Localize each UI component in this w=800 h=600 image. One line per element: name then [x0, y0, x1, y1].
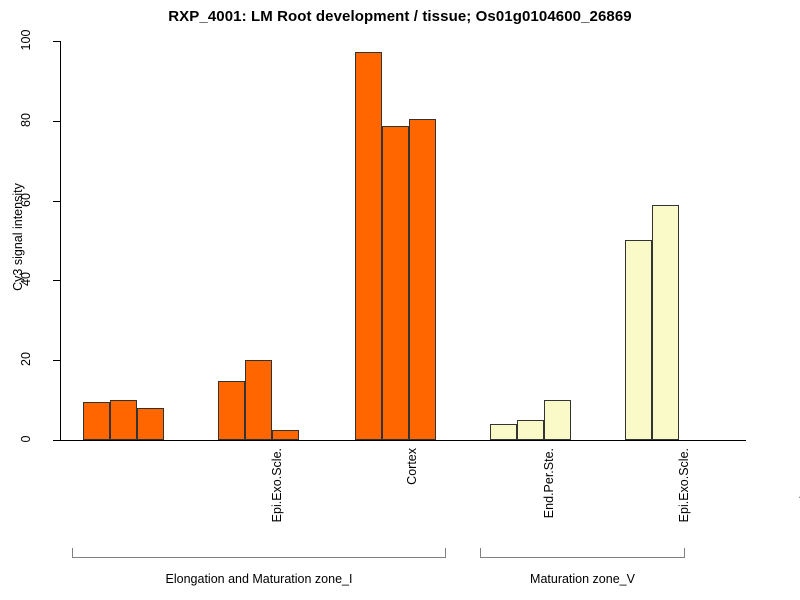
- category-label: Epi.Exo.Scle.: [676, 448, 691, 523]
- y-axis-tick: [53, 200, 60, 202]
- bar[interactable]: [245, 360, 272, 440]
- zone-label: Maturation zone_V: [530, 572, 635, 586]
- bar[interactable]: [625, 239, 652, 440]
- bar[interactable]: [490, 424, 517, 440]
- bar-slot: [218, 40, 245, 440]
- bar-slot: [652, 40, 679, 440]
- bar-slot: [517, 40, 544, 440]
- zone-bracket: [72, 548, 446, 558]
- bar[interactable]: [652, 205, 679, 440]
- y-axis-tick: [53, 360, 60, 362]
- bar-slot: [245, 40, 272, 440]
- zone-bracket: [480, 548, 685, 558]
- y-axis-tick: [53, 120, 60, 122]
- bar-slot: [490, 40, 517, 440]
- bar[interactable]: [517, 420, 544, 440]
- x-axis-line: [60, 440, 746, 441]
- bar[interactable]: [409, 119, 436, 440]
- bar-slot: [409, 40, 436, 440]
- bar[interactable]: [272, 430, 299, 440]
- bar-slot: [110, 40, 137, 440]
- zone-label: Elongation and Maturation zone_I: [165, 572, 353, 586]
- bar-slot: [544, 40, 571, 440]
- bar-slot: [355, 40, 382, 440]
- y-axis-line: [60, 41, 61, 441]
- bar[interactable]: [382, 126, 409, 440]
- category-label: Epi.Exo.Scle.: [269, 448, 284, 523]
- bar[interactable]: [137, 407, 164, 440]
- bar[interactable]: [218, 380, 245, 440]
- category-label: Cortex: [404, 448, 419, 485]
- bar[interactable]: [83, 402, 110, 440]
- plot-area: [0, 40, 800, 440]
- y-axis-tick: [53, 280, 60, 282]
- category-label: End.Per.Ste.: [541, 448, 556, 519]
- bar[interactable]: [544, 400, 571, 440]
- bar-slot: [137, 40, 164, 440]
- chart-title: RXP_4001: LM Root development / tissue; …: [168, 8, 632, 25]
- bar[interactable]: [110, 400, 137, 440]
- bar-slot: [625, 40, 652, 440]
- bar[interactable]: [355, 52, 382, 440]
- bar-slot: [382, 40, 409, 440]
- bar-slot: [272, 40, 299, 440]
- y-axis-tick: [53, 440, 60, 441]
- y-axis-tick: [53, 41, 60, 42]
- bar-slot: [83, 40, 110, 440]
